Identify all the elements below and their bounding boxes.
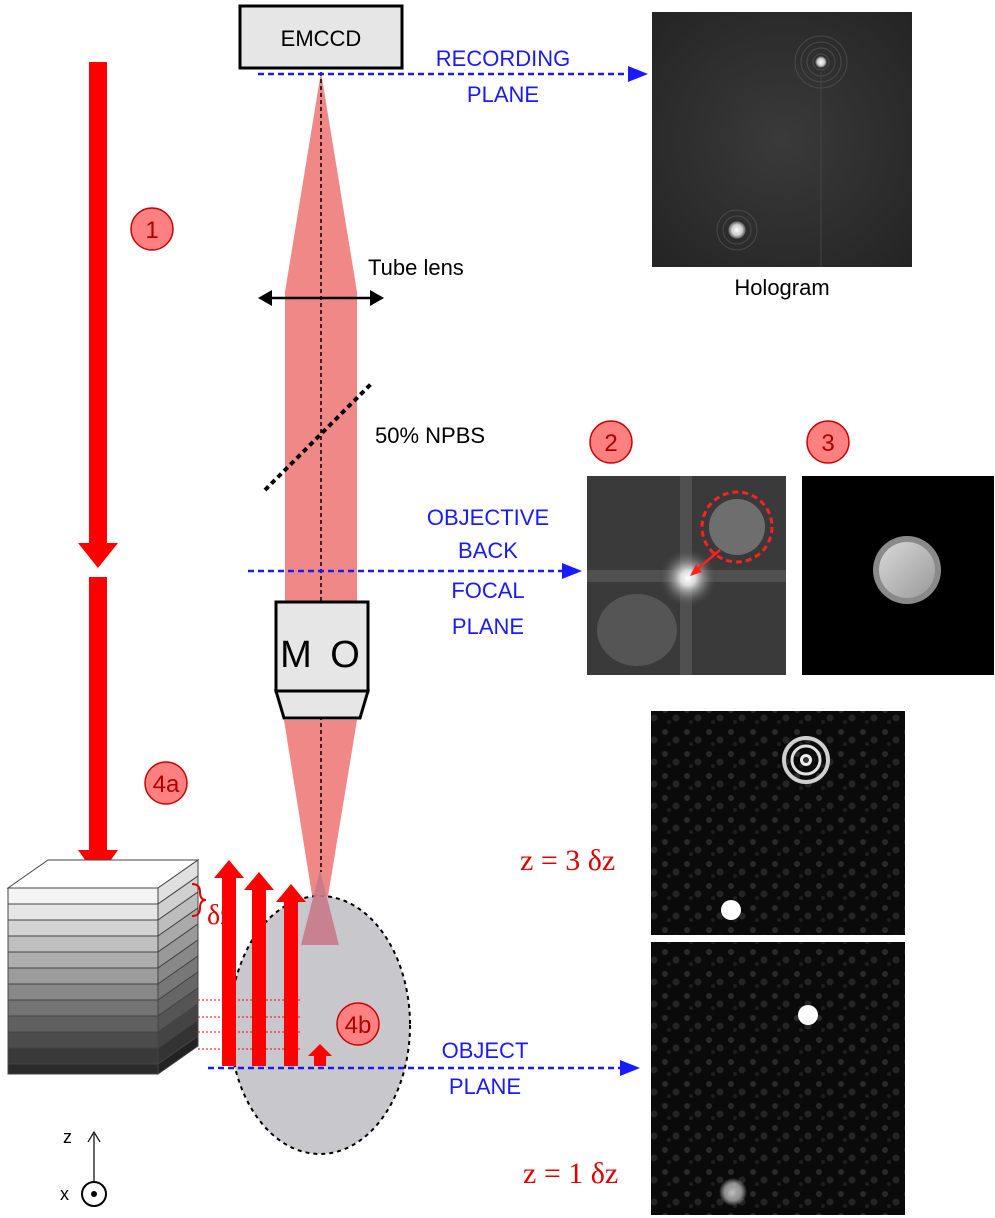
- badge-4a: 4a: [145, 762, 187, 804]
- reconstruction-z1-image: [651, 942, 905, 1215]
- upper-light-cone: [285, 72, 357, 292]
- filtered-spectrum-image: [802, 476, 994, 675]
- recording-plane-label-1: RECORDING: [436, 46, 570, 71]
- object-plane-label-2: PLANE: [449, 1074, 521, 1099]
- hologram-caption: Hologram: [734, 275, 829, 300]
- svg-text:2: 2: [604, 430, 617, 457]
- emccd-label: EMCCD: [281, 26, 362, 51]
- reconstruction-z3-image: [651, 711, 905, 935]
- hologram-image: [652, 12, 912, 267]
- beam-1-arrowhead: [78, 543, 118, 568]
- badge-4b: 4b: [337, 1003, 379, 1045]
- slice-stack: [8, 860, 198, 1074]
- badge-2: 2: [590, 421, 632, 463]
- axis-z-label: z: [63, 1127, 72, 1147]
- svg-text:3: 3: [821, 430, 834, 457]
- axes-indicator: z x: [60, 1127, 106, 1206]
- bfp-label-1: OBJECTIVE: [427, 505, 549, 530]
- bfp-label-2: BACK: [458, 538, 518, 563]
- bfp-label-4: PLANE: [452, 614, 524, 639]
- z3-label: z = 3 δz: [520, 844, 615, 877]
- npbs-label: 50% NPBS: [375, 423, 485, 448]
- tube-lens-label: Tube lens: [368, 255, 464, 280]
- objective-label-m: M: [280, 634, 312, 676]
- illumination-beam-1: [89, 62, 107, 545]
- svg-text:1: 1: [145, 217, 158, 244]
- fourier-spectrum-image: [587, 476, 786, 675]
- badge-3: 3: [807, 421, 849, 463]
- badge-1: 1: [131, 208, 173, 250]
- svg-text:4a: 4a: [153, 771, 180, 798]
- recording-plane-label-2: PLANE: [467, 82, 539, 107]
- svg-text:4b: 4b: [345, 1012, 372, 1039]
- illumination-beam-4a: [89, 577, 107, 850]
- z1-label: z = 1 δz: [523, 1157, 618, 1190]
- axis-x-label: x: [60, 1184, 69, 1204]
- bfp-label-3: FOCAL: [451, 578, 524, 603]
- object-plane-label-1: OBJECT: [442, 1038, 529, 1063]
- objective-label-o: O: [330, 634, 360, 676]
